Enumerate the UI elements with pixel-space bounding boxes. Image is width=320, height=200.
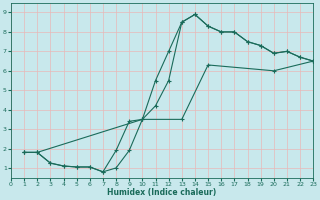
X-axis label: Humidex (Indice chaleur): Humidex (Indice chaleur) — [108, 188, 217, 197]
